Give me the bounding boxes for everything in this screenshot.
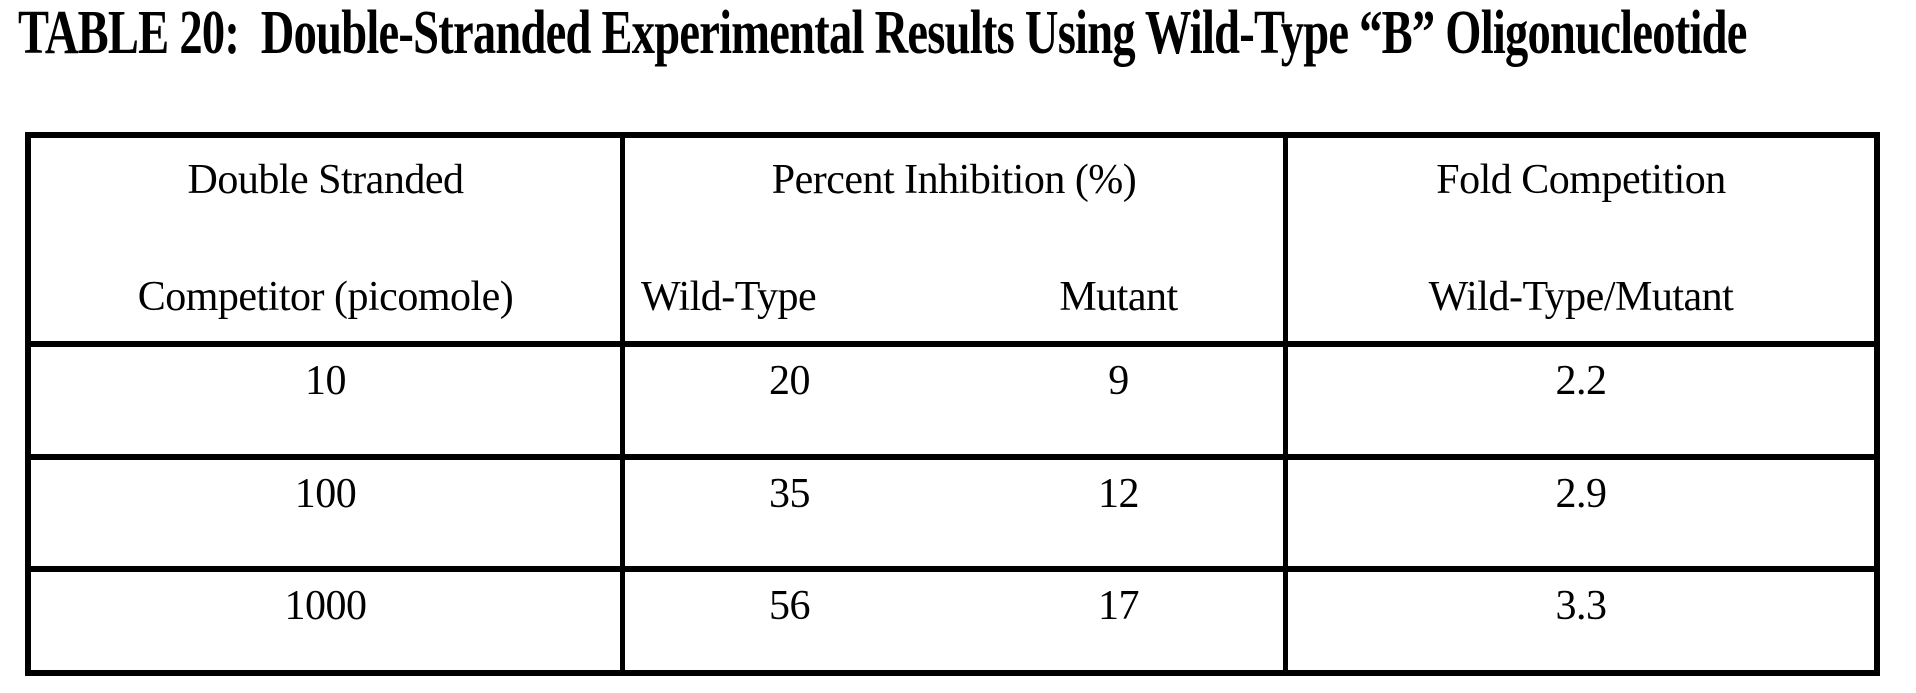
header-fold-competition-line2: Wild-Type/Mutant: [1428, 274, 1734, 320]
header-percent-inhibition-subrow: Wild-Type Mutant: [625, 273, 1283, 321]
header-percent-inhibition-group: Percent Inhibition (%): [771, 157, 1137, 203]
row1-fold-competition-value: 2.2: [1288, 347, 1874, 460]
row3-mutant-value: 17: [1098, 583, 1140, 629]
header-cell-fold-competition: Fold Competition Wild-Type/Mutant: [1288, 138, 1874, 347]
row1-wild-type-value: 20: [769, 358, 811, 404]
row1-inhibition-cell: 20 9: [625, 347, 1288, 460]
row2-inhibition-subrow: 35 12: [625, 470, 1283, 518]
results-table: Double Stranded Competitor (picomole) Pe…: [25, 132, 1880, 676]
row3-inhibition-cell: 56 17: [625, 572, 1288, 670]
header-mutant: Mutant: [1059, 274, 1178, 320]
header-fold-competition-line1: Fold Competition: [1436, 157, 1726, 203]
row3-competitor-value: 1000: [31, 572, 625, 670]
row2-fold-competition-value: 2.9: [1288, 460, 1874, 572]
header-cell-percent-inhibition: Percent Inhibition (%) Wild-Type Mutant: [625, 138, 1288, 347]
row3-fold-competition-value: 3.3: [1555, 583, 1608, 629]
row2-wild-type-value: 35: [769, 471, 811, 517]
row2-inhibition-cell: 35 12: [625, 460, 1288, 572]
header-competitor-line1: Double Stranded: [187, 157, 464, 203]
header-cell-competitor: Double Stranded Competitor (picomole): [31, 138, 625, 347]
row2-mutant-value: 12: [1098, 471, 1140, 517]
header-wild-type: Wild-Type: [641, 274, 817, 320]
row1-competitor-value: 10: [31, 347, 625, 460]
row1-inhibition-subrow: 20 9: [625, 357, 1283, 405]
table-caption: TABLE 20: Double-Stranded Experimental R…: [18, 0, 1747, 67]
row2-competitor-value: 100: [31, 460, 625, 572]
header-competitor-line2: Competitor (picomole): [137, 274, 514, 320]
row1-mutant-value: 9: [1108, 358, 1129, 404]
row3-wild-type-value: 56: [769, 583, 811, 629]
row3-inhibition-subrow: 56 17: [625, 582, 1283, 630]
